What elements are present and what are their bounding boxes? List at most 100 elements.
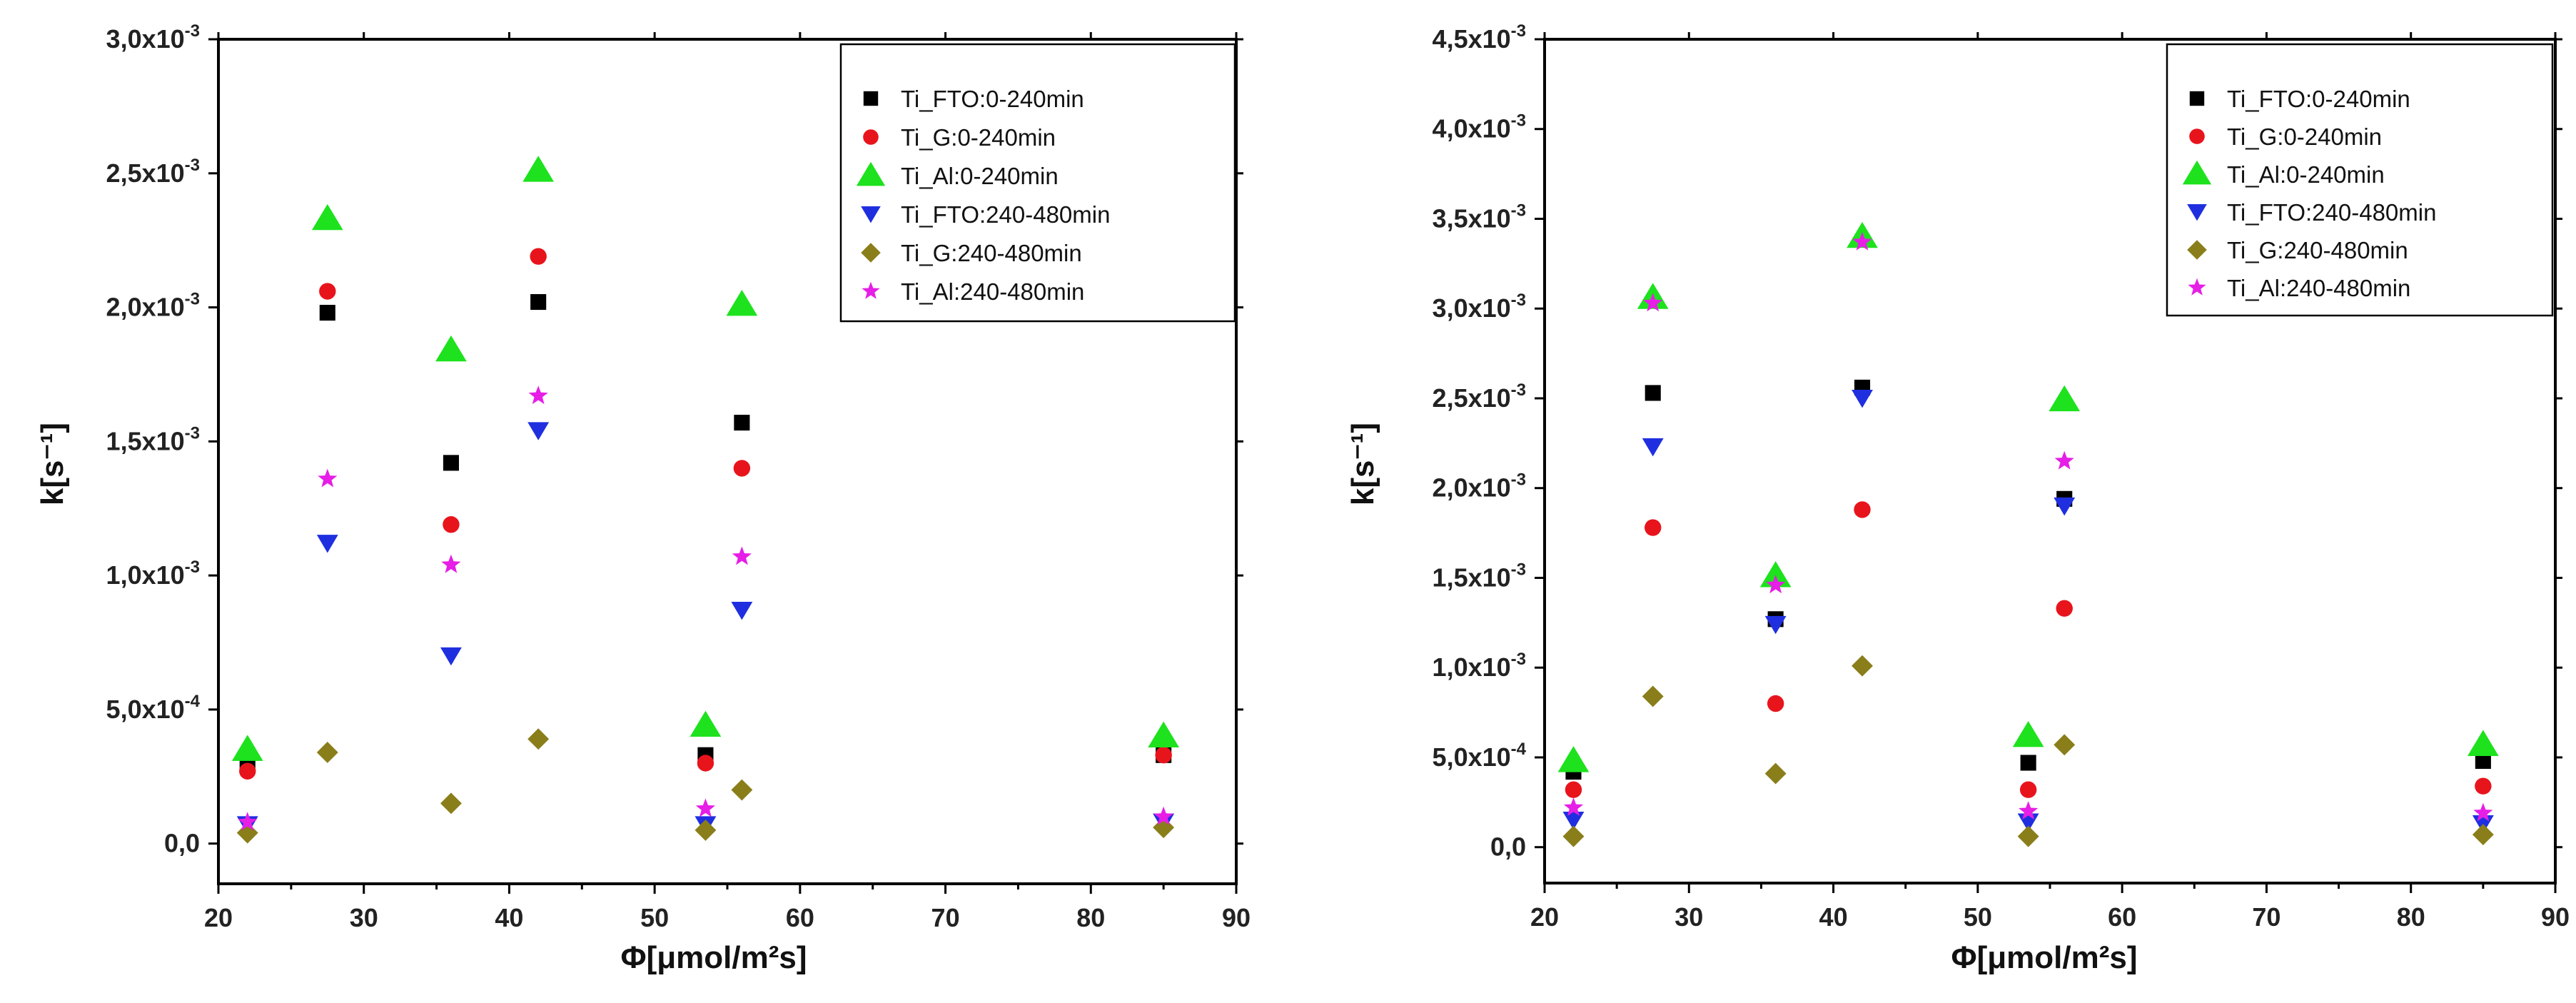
data-point: [1852, 231, 1872, 251]
legend-label: Ti_Al:240-480min: [2227, 275, 2410, 301]
series-Ti_G:0-240min: [1565, 501, 2492, 798]
data-point: [1642, 685, 1664, 707]
data-point: [239, 762, 256, 780]
series-Ti_G:0-240min: [239, 248, 1172, 780]
legend-label: Ti_Al:0-240min: [2227, 161, 2385, 188]
y-tick-label: 1,5x10-3: [1433, 560, 1526, 592]
legend-marker: [861, 243, 881, 263]
x-tick-label: 20: [204, 903, 233, 932]
data-point: [1557, 746, 1590, 772]
series-Ti_Al:0-240min: [231, 156, 1179, 761]
x-tick-label: 90: [2541, 902, 2570, 932]
x-axis-title: Φ[μmol/m²s]: [1951, 940, 2137, 975]
x-tick-label: 50: [1964, 902, 1992, 932]
data-point: [2468, 730, 2499, 756]
data-point: [1565, 781, 1582, 798]
x-tick-label: 60: [786, 903, 814, 932]
x-axis-title: Φ[μmol/m²s]: [620, 940, 807, 975]
data-point: [319, 283, 336, 300]
chart-left: 20 30 40 50 60 70 80 90 0,0 5,0x10-4 1,0x10-3 1,5x1…: [35, 21, 1251, 975]
data-point: [2049, 385, 2081, 412]
data-point: [2473, 802, 2493, 822]
x-tick-label: 50: [640, 903, 669, 932]
y-tick-label: 5,0x10-4: [106, 692, 201, 724]
legend-marker: [862, 281, 880, 299]
data-point: [2020, 755, 2036, 771]
data-point: [2017, 825, 2039, 847]
y-tick-label: 4,5x10-3: [1433, 21, 1526, 54]
data-point: [527, 422, 550, 440]
series-Ti_FTO:0-240min: [1565, 379, 2491, 780]
x-tick-label: 80: [1076, 903, 1105, 932]
x-tick-label: 40: [495, 903, 523, 932]
data-point: [528, 385, 548, 405]
legend-marker: [2187, 240, 2207, 260]
legend-marker: [2188, 278, 2206, 296]
y-tick-label: 3,5x10-3: [1433, 201, 1526, 233]
legend-marker: [2189, 128, 2205, 144]
data-point: [231, 735, 263, 761]
data-point: [1562, 812, 1585, 830]
y-tick-label: 5,0x10-4: [1433, 740, 1527, 772]
x-tick-label: 20: [1530, 902, 1559, 932]
data-point: [443, 516, 460, 533]
series-Ti_Al:240-480min: [1563, 231, 2493, 822]
legend-label: Ti_FTO:0-240min: [2227, 86, 2410, 112]
data-point: [530, 293, 547, 311]
data-point: [2475, 777, 2492, 795]
legend: [839, 43, 1236, 323]
data-point: [2056, 600, 2073, 617]
y-tick-label: 3,0x10-3: [1433, 291, 1526, 323]
y-tick-label: 0,0: [164, 829, 200, 858]
y-tick-label: 2,0x10-3: [106, 290, 200, 322]
data-point: [1645, 519, 1662, 536]
data-point: [1766, 575, 1786, 594]
data-point: [694, 819, 717, 841]
y-tick-label: 2,0x10-3: [1433, 470, 1526, 503]
data-point: [1852, 390, 1873, 408]
data-point: [1854, 501, 1871, 518]
y-tick-label: 2,5x10-3: [1433, 380, 1526, 413]
data-point: [1764, 615, 1787, 635]
x-tick-label: 40: [1819, 902, 1848, 932]
data-point: [1645, 385, 1661, 401]
data-point: [733, 460, 751, 477]
legend-label: Ti_FTO:0-240min: [901, 86, 1084, 112]
legend-label: Ti_FTO:240-480min: [2227, 199, 2436, 226]
data-point: [1767, 695, 1784, 712]
data-point: [2019, 781, 2037, 798]
series-Ti_FTO:240-480min: [236, 422, 1175, 835]
data-point: [316, 535, 338, 553]
data-point: [2012, 720, 2044, 747]
data-point: [2054, 450, 2074, 470]
data-point: [1643, 293, 1663, 312]
x-tick-label: 30: [1675, 902, 1703, 932]
data-point: [527, 728, 550, 750]
data-point: [2054, 497, 2076, 516]
y-tick-label: 1,5x10-3: [106, 423, 200, 455]
chart-right: 20 30 40 50 60 70 80 90 0,0 5,0x10-4 1,0x10-3 1,5x1…: [1345, 21, 2570, 975]
data-point: [2019, 801, 2039, 820]
y-tick-label: 1,0x10-3: [1433, 650, 1526, 682]
legend-marker: [2189, 91, 2205, 106]
x-tick-label: 60: [2108, 902, 2136, 932]
legend-label: Ti_G:0-240min: [901, 124, 1056, 151]
data-point: [1642, 438, 1664, 457]
data-point: [319, 305, 335, 321]
data-point: [732, 546, 752, 565]
data-point: [2475, 752, 2491, 770]
series-Ti_G:240-480min: [1562, 655, 2494, 847]
data-point: [1764, 762, 1787, 785]
data-point: [731, 779, 753, 801]
data-point: [1759, 561, 1792, 588]
legend-marker: [861, 206, 881, 223]
legend-label: Ti_G:240-480min: [901, 240, 1082, 266]
data-point: [440, 647, 462, 666]
data-point: [2054, 734, 2076, 756]
data-point: [1155, 747, 1172, 764]
series-Ti_FTO:0-240min: [239, 293, 1172, 772]
x-tick-label: 80: [2397, 902, 2425, 932]
legend-label: Ti_G:240-480min: [2227, 237, 2408, 263]
series-Ti_Al:240-480min: [238, 385, 1173, 831]
data-point: [435, 335, 467, 362]
